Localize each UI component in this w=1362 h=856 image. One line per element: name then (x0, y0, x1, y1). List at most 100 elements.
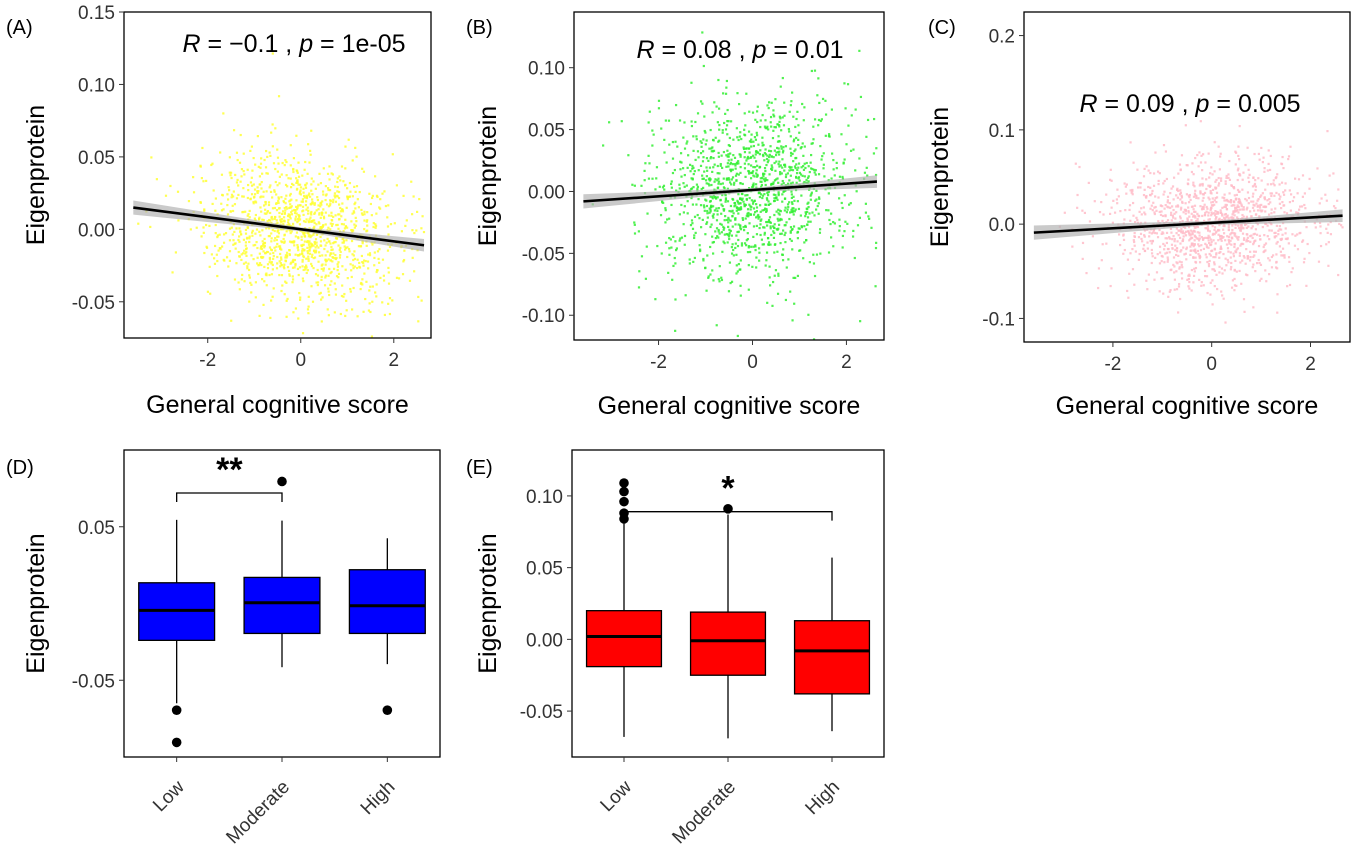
data-point (1301, 195, 1304, 198)
data-point (1211, 268, 1214, 271)
data-point (746, 193, 749, 197)
data-point (822, 163, 825, 166)
data-point (781, 158, 784, 161)
data-point (1128, 208, 1131, 212)
data-point (760, 238, 763, 241)
data-point (1252, 255, 1255, 259)
data-point (863, 171, 867, 174)
data-point (226, 198, 230, 201)
data-point (766, 125, 769, 128)
data-point (263, 158, 266, 162)
data-point (1221, 196, 1224, 199)
data-point (759, 210, 762, 213)
data-point (1154, 195, 1157, 198)
data-point (785, 221, 788, 224)
data-point (313, 211, 317, 214)
data-point (1248, 259, 1252, 262)
data-point (280, 196, 283, 199)
data-point (336, 268, 339, 272)
data-point (328, 204, 332, 207)
data-point (255, 228, 259, 231)
data-point (769, 227, 772, 230)
data-point (1334, 207, 1337, 210)
data-point (1222, 232, 1226, 235)
data-point (810, 142, 813, 145)
data-point (817, 77, 820, 80)
data-point (758, 153, 761, 156)
data-point (731, 176, 735, 179)
data-point (280, 228, 283, 231)
data-point (213, 262, 217, 265)
data-point (1139, 186, 1142, 189)
panel-label: (C) (928, 17, 956, 39)
data-point (736, 199, 739, 202)
data-point (1259, 263, 1263, 267)
data-point (199, 200, 202, 204)
data-point (723, 227, 726, 230)
data-point (1211, 303, 1214, 306)
data-point (1263, 243, 1266, 247)
boxplot-low (585, 478, 663, 737)
data-point (763, 125, 767, 128)
data-point (1289, 209, 1292, 212)
data-point (781, 166, 784, 169)
data-point (791, 210, 794, 214)
data-point (293, 244, 296, 247)
data-point (714, 196, 717, 199)
data-point (1208, 236, 1211, 239)
data-point (305, 208, 308, 211)
data-point (714, 136, 717, 139)
data-point (841, 234, 845, 238)
data-point (244, 252, 247, 255)
data-point (341, 284, 344, 287)
data-point (1152, 172, 1156, 175)
data-point (1134, 221, 1137, 224)
data-point (298, 204, 301, 207)
data-point (763, 172, 766, 176)
data-point (1247, 168, 1250, 171)
data-point (768, 216, 772, 219)
data-point (305, 200, 308, 203)
data-point (1238, 201, 1241, 204)
data-point (1308, 251, 1311, 255)
data-point (388, 312, 392, 316)
data-point (1172, 216, 1175, 219)
data-point (1187, 183, 1190, 186)
data-point (841, 206, 844, 210)
data-point (258, 175, 262, 178)
data-point (1142, 193, 1146, 197)
data-point (858, 157, 861, 160)
data-point (301, 230, 304, 233)
data-point (809, 198, 812, 201)
data-point (1266, 224, 1269, 227)
data-point (1280, 207, 1283, 210)
data-point (1237, 238, 1240, 241)
data-point (1198, 256, 1201, 260)
data-point (225, 256, 229, 259)
data-point (252, 156, 255, 160)
data-point (682, 223, 685, 226)
data-point (799, 147, 802, 150)
data-point (1203, 203, 1206, 206)
data-point (727, 235, 731, 238)
data-point (726, 241, 729, 244)
data-point (764, 183, 767, 187)
data-point (314, 249, 318, 252)
data-point (710, 183, 713, 187)
data-point (1152, 201, 1155, 204)
data-point (731, 209, 734, 212)
data-point (1223, 218, 1227, 221)
data-point (696, 187, 699, 190)
data-point (359, 287, 362, 291)
data-point (320, 320, 323, 323)
data-point (264, 252, 267, 255)
data-point (1196, 231, 1199, 234)
data-point (353, 223, 356, 226)
data-point (308, 218, 311, 221)
data-point (1273, 194, 1276, 197)
data-point (717, 78, 720, 82)
data-point (1118, 233, 1121, 236)
data-point (294, 235, 297, 238)
data-point (774, 243, 777, 246)
data-point (712, 252, 715, 255)
